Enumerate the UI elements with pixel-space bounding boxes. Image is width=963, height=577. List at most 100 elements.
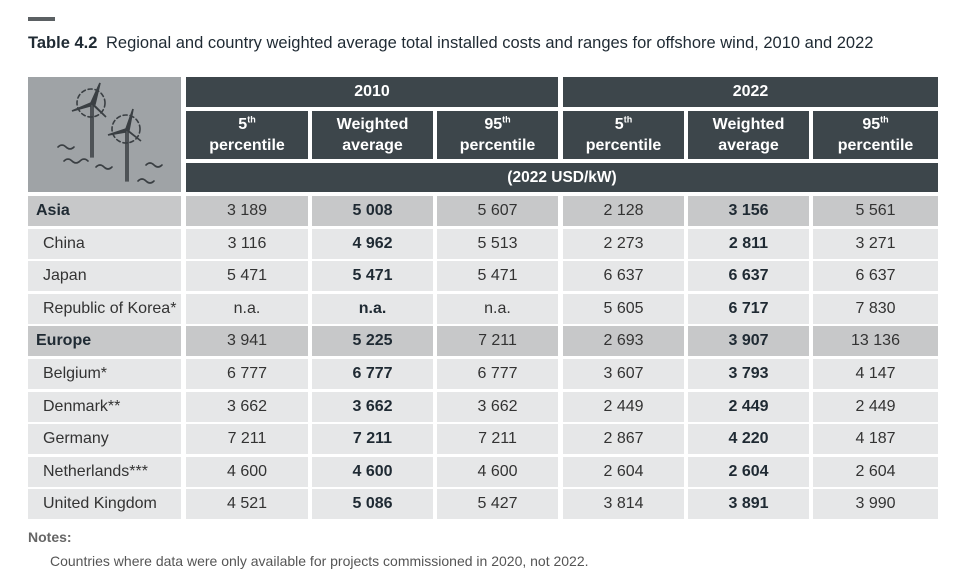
- value-cell: 6 637: [688, 261, 809, 292]
- value-cell: 5 561: [813, 196, 938, 226]
- value-cell: 2 604: [813, 456, 938, 487]
- value-cell: 4 962: [312, 228, 433, 259]
- value-cell: 2 604: [563, 456, 684, 487]
- value-cell: 5 086: [312, 489, 433, 520]
- value-cell: 6 777: [437, 359, 558, 389]
- subheader-2022-weighted: Weighted average: [688, 111, 809, 159]
- country-row: Denmark** 3 662 3 662 3 662 2 449 2 449 2 449: [28, 391, 938, 422]
- subheader-line2: percentile: [585, 137, 662, 154]
- offshore-wind-turbines-icon: [28, 77, 181, 192]
- value-cell: 3 662: [437, 391, 558, 422]
- country-row: Japan 5 471 5 471 5 471 6 637 6 637 6 637: [28, 261, 938, 292]
- row-label: United Kingdom: [28, 489, 181, 520]
- value-cell: 5 513: [437, 228, 558, 259]
- unit-header: (2022 USD/kW): [186, 163, 938, 192]
- value-cell: 2 449: [813, 391, 938, 422]
- subheader-2022-p95: 95th percentile: [813, 111, 938, 159]
- value-cell: 3 607: [563, 359, 684, 389]
- region-row: Europe 3 941 5 225 7 211 2 693 3 907 13 136: [28, 326, 938, 357]
- table-caption: Table 4.2 Regional and country weighted …: [28, 34, 873, 53]
- row-label: Republic of Korea*: [28, 293, 181, 324]
- subheader-line2: average: [718, 137, 779, 154]
- value-cell: 2 867: [563, 424, 684, 455]
- country-row: United Kingdom 4 521 5 086 5 427 3 814 3 891 3…: [28, 489, 938, 520]
- subheader-2010-weighted: Weighted average: [312, 111, 433, 159]
- subheader-2022-p5: 5th percentile: [563, 111, 684, 159]
- value-cell: 2 128: [563, 196, 684, 226]
- table-title: Regional and country weighted average to…: [106, 34, 874, 52]
- value-cell: 6 777: [186, 359, 308, 389]
- value-cell: 4 220: [688, 424, 809, 455]
- subheader-line1: 95th: [484, 114, 511, 133]
- subheader-line2: percentile: [209, 137, 285, 154]
- value-cell: 5 471: [312, 261, 433, 292]
- value-cell: 2 449: [563, 391, 684, 422]
- country-row: Republic of Korea* n.a. n.a. n.a. 5 605 6 717…: [28, 293, 938, 324]
- value-cell: 3 156: [688, 196, 809, 226]
- notes-title: Notes:: [28, 529, 72, 545]
- row-label: Japan: [28, 261, 181, 292]
- value-cell: 5 471: [186, 261, 308, 292]
- value-cell: 3 891: [688, 489, 809, 520]
- country-row: China 3 116 4 962 5 513 2 273 2 811 3 271: [28, 228, 938, 259]
- subheader-2010-p95: 95th percentile: [437, 111, 558, 159]
- subheader-line1: 5th: [614, 114, 633, 133]
- value-cell: 3 990: [813, 489, 938, 520]
- value-cell: n.a.: [312, 293, 433, 324]
- value-cell: 5 607: [437, 196, 558, 226]
- country-row: Belgium* 6 777 6 777 6 777 3 607 3 793 4 147: [28, 359, 938, 389]
- value-cell: 5 225: [312, 326, 433, 357]
- value-cell: 5 427: [437, 489, 558, 520]
- value-cell: 2 693: [563, 326, 684, 357]
- value-cell: 4 187: [813, 424, 938, 455]
- country-row: Germany 7 211 7 211 7 211 2 867 4 220 4 187: [28, 424, 938, 455]
- subheader-line2: percentile: [459, 137, 536, 154]
- row-label: Belgium*: [28, 359, 181, 389]
- value-cell: 3 662: [186, 391, 308, 422]
- top-rule: [28, 17, 55, 21]
- value-cell: 3 189: [186, 196, 308, 226]
- value-cell: 2 811: [688, 228, 809, 259]
- value-cell: 3 793: [688, 359, 809, 389]
- value-cell: 3 271: [813, 228, 938, 259]
- subheader-line2: percentile: [837, 137, 914, 154]
- value-cell: 7 211: [186, 424, 308, 455]
- row-label: Europe: [28, 326, 181, 357]
- value-cell: 3 907: [688, 326, 809, 357]
- turbine-graphic: [57, 82, 163, 184]
- subheader-line2: average: [342, 137, 403, 154]
- value-cell: n.a.: [186, 293, 308, 324]
- value-cell: 4 147: [813, 359, 938, 389]
- value-cell: 6 777: [312, 359, 433, 389]
- subheader-line1: Weighted: [712, 116, 785, 133]
- value-cell: 4 600: [312, 456, 433, 487]
- row-label: Asia: [28, 196, 181, 226]
- year-header-2010: 2010: [186, 77, 558, 107]
- value-cell: 3 116: [186, 228, 308, 259]
- row-label: China: [28, 228, 181, 259]
- value-cell: 13 136: [813, 326, 938, 357]
- value-cell: 3 662: [312, 391, 433, 422]
- value-cell: 4 600: [437, 456, 558, 487]
- value-cell: 7 211: [437, 326, 558, 357]
- row-label: Netherlands***: [28, 456, 181, 487]
- value-cell: 2 273: [563, 228, 684, 259]
- value-cell: 4 600: [186, 456, 308, 487]
- subheader-line1: Weighted: [336, 116, 409, 133]
- value-cell: 7 830: [813, 293, 938, 324]
- value-cell: 2 449: [688, 391, 809, 422]
- value-cell: 6 637: [563, 261, 684, 292]
- region-row: Asia 3 189 5 008 5 607 2 128 3 156 5 561: [28, 196, 938, 226]
- value-cell: 7 211: [437, 424, 558, 455]
- value-cell: 6 717: [688, 293, 809, 324]
- value-cell: n.a.: [437, 293, 558, 324]
- value-cell: 3 814: [563, 489, 684, 520]
- subheader-line1: 95th: [862, 114, 889, 133]
- value-cell: 7 211: [312, 424, 433, 455]
- value-cell: 5 605: [563, 293, 684, 324]
- value-cell: 2 604: [688, 456, 809, 487]
- subheader-2010-p5: 5th percentile: [186, 111, 308, 159]
- row-label: Germany: [28, 424, 181, 455]
- notes-text: Countries where data were only available…: [50, 553, 589, 569]
- value-cell: 3 941: [186, 326, 308, 357]
